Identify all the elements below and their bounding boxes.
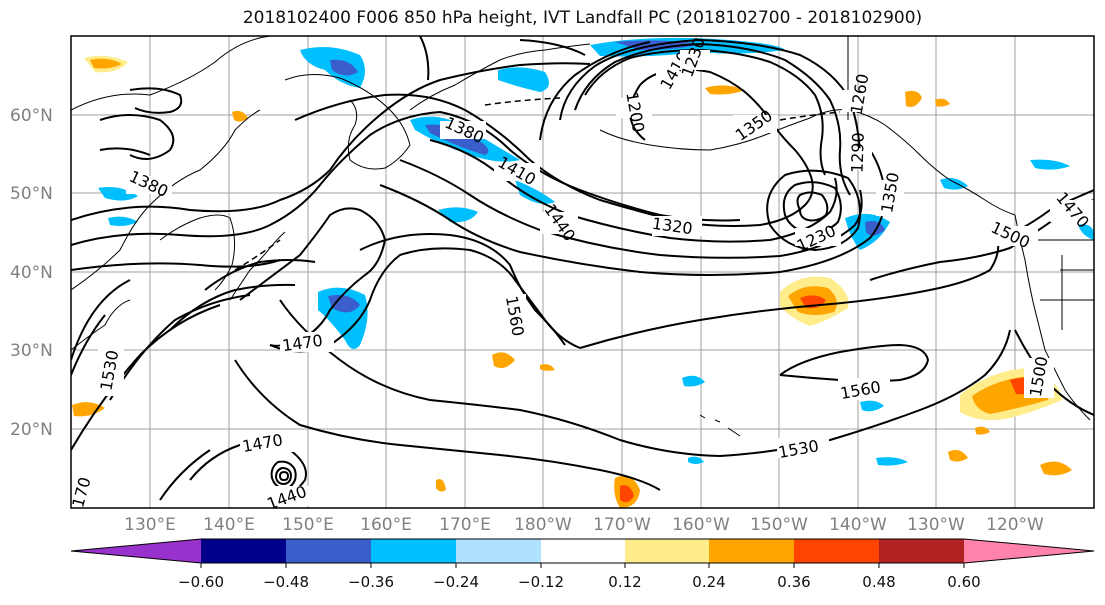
lon-tick-label: 130°E (124, 515, 176, 535)
colorbar-bin (625, 539, 709, 563)
lon-tick-label: 140°E (203, 515, 255, 535)
contour-label: 1530 (97, 348, 124, 396)
date-line-segments (234, 97, 841, 271)
contour-label: 1290 (842, 132, 872, 173)
colorbar-bin (709, 539, 794, 563)
colorbar-bin (286, 539, 371, 563)
colorbar-bin (541, 539, 625, 563)
lon-tick-label: 160°W (672, 515, 730, 535)
lat-tick-label: 30°N (10, 341, 53, 361)
colorbar-tick-label: 0.24 (692, 573, 726, 591)
lat-tick-label: 20°N (10, 420, 53, 440)
contour-label: 1560 (500, 294, 528, 338)
colorbar (70, 538, 1095, 568)
colorbar-tick-label: 0.12 (608, 573, 642, 591)
height-contours (71, 36, 1094, 501)
lon-tick-label: 140°W (829, 515, 887, 535)
lon-tick-label: 180°W (514, 515, 572, 535)
colorbar-tick-label: 0.36 (777, 573, 811, 591)
lat-tick-label: 50°N (10, 184, 53, 204)
lon-tick-label: 150°E (282, 515, 334, 535)
coastlines (71, 36, 1094, 437)
colorbar-bin (201, 539, 286, 563)
colorbar-tick-label: −0.60 (178, 573, 224, 591)
colorbar-bin (879, 539, 964, 563)
svg-text:1290: 1290 (847, 132, 867, 173)
contour-label: 1470 (280, 331, 334, 355)
colorbar-tick-label: −0.24 (433, 573, 479, 591)
colorbar-bin (794, 539, 879, 563)
contour-labels: 1380 1380 1410 1440 1320 1200 1260 1290 … (66, 36, 1094, 519)
colorbar-tick-label: −0.36 (348, 573, 394, 591)
lon-tick-label: 160°E (360, 515, 412, 535)
lon-tick-label: 120°W (986, 515, 1044, 535)
colorbar-lower-extension (71, 539, 201, 563)
lat-tick-label: 40°N (10, 263, 53, 283)
colorbar-tick-label: 0.48 (862, 573, 896, 591)
colorbar-tick-label: 0.60 (947, 573, 981, 591)
colorbar-tick-label: −0.12 (518, 573, 564, 591)
colorbar-upper-extension (964, 539, 1094, 563)
contour-label: 1470 (240, 430, 294, 456)
lon-tick-label: 150°W (750, 515, 808, 535)
page-title: 2018102400 F006 850 hPa height, IVT Land… (242, 8, 923, 28)
lon-tick-label: 170°W (593, 515, 651, 535)
colorbar-bin (456, 539, 541, 563)
colorbar-tick-label: −0.48 (263, 573, 309, 591)
contour-label: 1320 (651, 214, 702, 238)
contour-label: 1170 (66, 475, 101, 519)
colorbar-bin (371, 539, 456, 563)
contour-label: 1350 (876, 171, 904, 216)
lon-tick-label: 130°W (907, 515, 965, 535)
map-frame (70, 35, 1095, 509)
lon-tick-label: 170°E (439, 515, 491, 535)
contour-label: 1530 (777, 436, 829, 462)
svg-text:1170: 1170 (66, 475, 95, 519)
contour-label: 1500 (1024, 355, 1054, 398)
contour-label: 1560 (838, 377, 890, 403)
lat-tick-label: 60°N (10, 106, 53, 126)
contour-label: 1440 (264, 482, 316, 508)
